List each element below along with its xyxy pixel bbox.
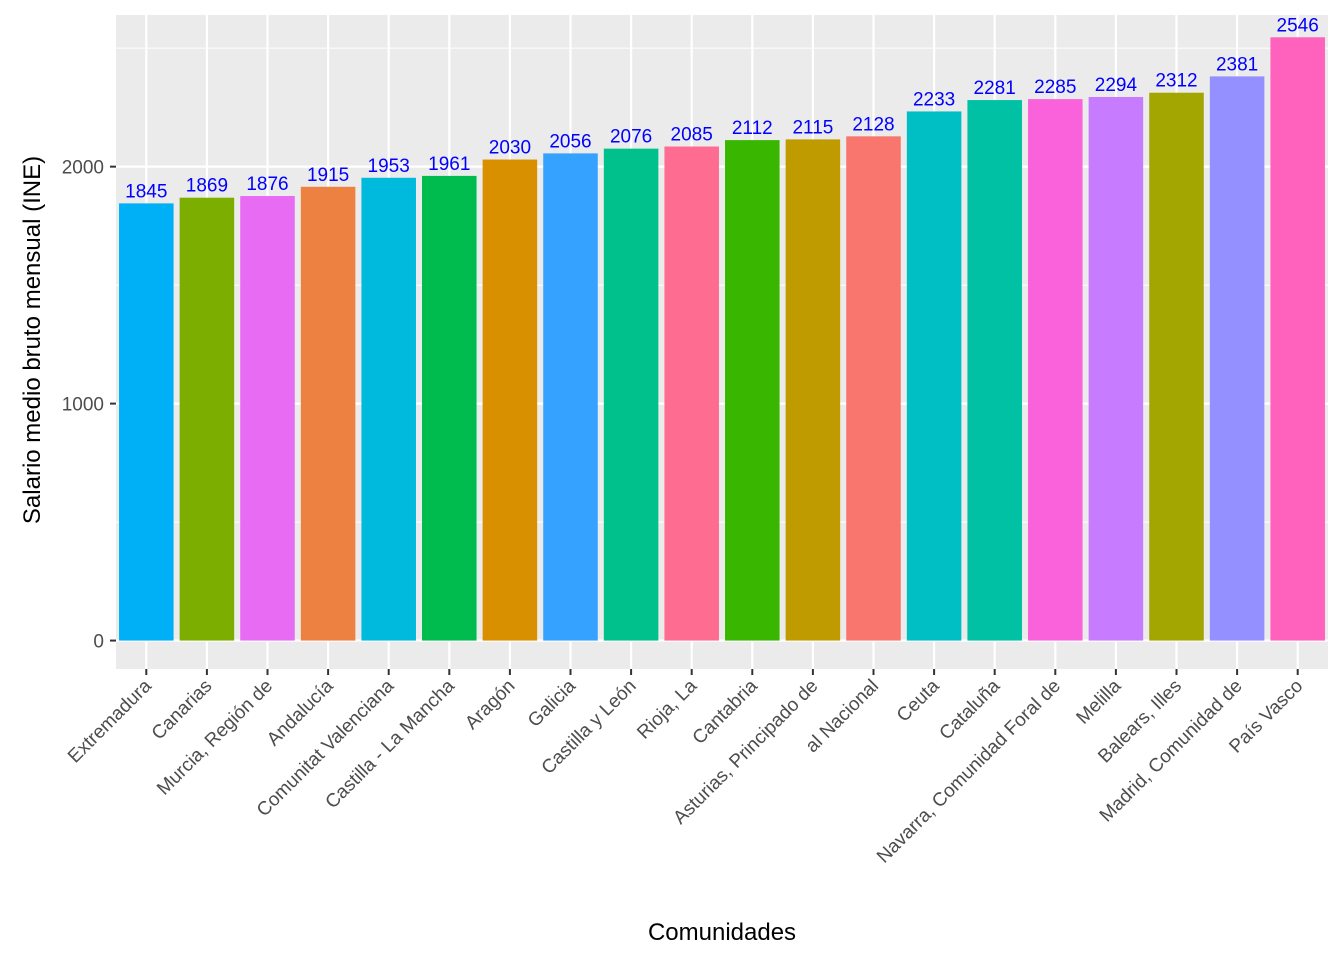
bar — [1088, 96, 1144, 641]
bar — [1270, 37, 1325, 641]
bar — [1209, 76, 1265, 641]
bar — [543, 153, 598, 641]
data-label: 1876 — [246, 174, 288, 195]
x-tick-label: Extremadura — [64, 675, 156, 767]
y-tick-label: 0 — [93, 632, 104, 653]
data-label: 1845 — [125, 181, 167, 202]
y-tick-label: 2000 — [62, 158, 104, 179]
bar — [846, 136, 901, 641]
data-label: 2285 — [1034, 77, 1076, 98]
bar — [1028, 99, 1083, 641]
bar — [967, 100, 1022, 641]
x-tick-label: Ceuta — [893, 675, 944, 726]
x-tick-label: Galicia — [524, 675, 580, 731]
bar — [785, 139, 841, 641]
data-label: 2128 — [852, 114, 894, 135]
x-tick-label: Aragón — [461, 676, 519, 734]
bar — [422, 175, 477, 641]
x-tick-label: Melilla — [1073, 675, 1126, 728]
bar — [664, 146, 719, 641]
bar — [1149, 92, 1204, 641]
bar — [240, 196, 295, 641]
data-label: 2115 — [792, 117, 833, 138]
data-label: 2312 — [1155, 71, 1197, 92]
bar — [119, 203, 174, 641]
data-label: 2112 — [732, 118, 773, 139]
x-tick-label: Murcia, Región de — [153, 676, 277, 800]
data-label: 1953 — [368, 156, 410, 177]
data-label: 2546 — [1277, 15, 1319, 36]
data-label: 2381 — [1216, 54, 1258, 75]
data-label: 1961 — [428, 154, 470, 175]
data-label: 1915 — [307, 165, 349, 186]
bar — [179, 197, 235, 641]
x-axis-title: Comunidades — [648, 919, 796, 946]
data-label: 2233 — [913, 89, 955, 110]
y-axis-title: Salario medio bruto mensual (INE) — [19, 156, 46, 524]
y-axis: 0 1000 2000 — [62, 158, 116, 653]
data-label: 1869 — [186, 176, 228, 197]
data-label: 2085 — [671, 125, 713, 146]
bar — [482, 159, 538, 641]
bar — [603, 148, 659, 641]
data-label: 2030 — [489, 138, 531, 159]
y-tick-label: 1000 — [62, 395, 104, 416]
bars — [119, 37, 1325, 641]
bar — [361, 177, 416, 641]
bar — [906, 111, 962, 641]
data-labels: 1845 1869 1876 1915 1953 1961 2030 2056 2076 2085… — [125, 15, 1319, 202]
data-label: 2076 — [610, 127, 652, 148]
data-label: 2294 — [1095, 75, 1138, 96]
bar — [300, 186, 356, 641]
bar — [725, 140, 780, 641]
plot-panel — [116, 15, 1328, 669]
data-label: 2056 — [549, 131, 591, 152]
data-label: 2281 — [974, 78, 1016, 99]
